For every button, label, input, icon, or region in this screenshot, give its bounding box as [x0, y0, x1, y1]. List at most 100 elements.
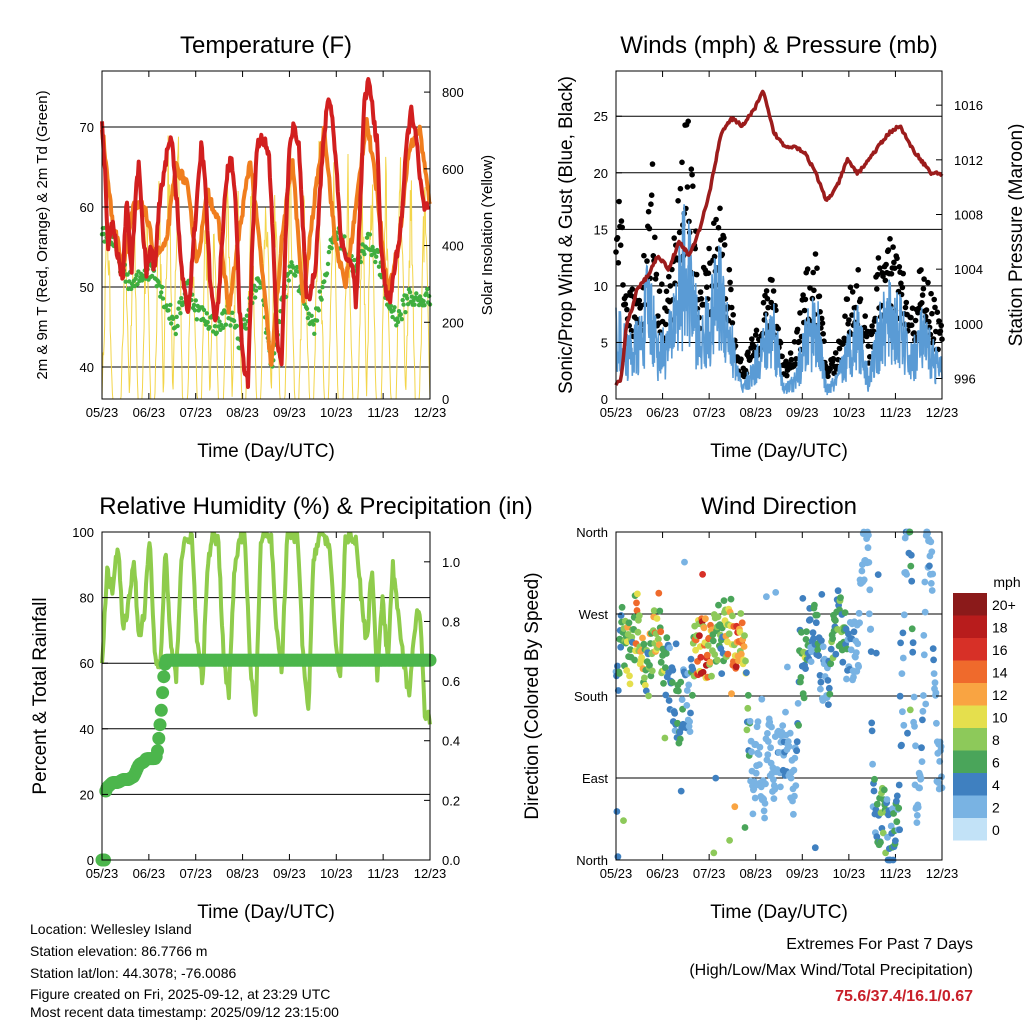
wind-direction-point — [662, 691, 670, 699]
colorbar-label: 6 — [992, 755, 1000, 771]
wind-gust-point — [753, 327, 760, 334]
wind-direction-point — [646, 661, 653, 669]
colorbar-swatch — [953, 683, 987, 706]
wind-direction-point — [920, 651, 928, 659]
wind-direction-point — [749, 810, 757, 818]
dewpoint-point — [293, 273, 298, 278]
wind-direction-point — [856, 619, 863, 627]
wind-direction-point — [906, 706, 914, 714]
wind-direction-point — [657, 658, 665, 666]
wind-direction-point — [825, 684, 833, 692]
direction-y-tick-label: North — [576, 525, 608, 540]
wind-gust-point — [890, 244, 896, 250]
wind-direction-point — [660, 680, 667, 687]
dewpoint-point — [367, 232, 373, 237]
direction-y-tick-label: South — [574, 689, 608, 704]
wind-direction-point — [793, 738, 801, 746]
meta-location: Location: Wellesley Island — [30, 921, 192, 937]
dewpoint-point — [398, 312, 403, 317]
wind-direction-point — [922, 700, 930, 708]
winds-y2label: Station Pressure (Maroon) — [1006, 124, 1024, 347]
wind-direction-point — [877, 839, 884, 846]
wind-gust-point — [636, 297, 643, 304]
wind-direction-point — [852, 649, 860, 656]
wind-gust-point — [675, 198, 681, 204]
wind-direction-point — [634, 628, 642, 636]
wind-gust-point — [784, 372, 790, 379]
wind-direction-point — [762, 780, 769, 788]
humidity-y2-tick-label: 1.0 — [442, 555, 460, 570]
wind-gust-point — [788, 356, 795, 363]
wind-gust-point — [690, 183, 696, 189]
wind-direction-point — [669, 679, 676, 686]
wind-gust-point — [792, 361, 799, 367]
temperature-xlabel: Time (Day/UTC) — [197, 441, 335, 462]
dewpoint-point — [205, 320, 210, 325]
wind-direction-point — [834, 587, 842, 595]
wind-gust-point — [797, 310, 803, 316]
wind-direction-point — [648, 667, 656, 675]
wind-direction-point — [937, 743, 945, 751]
panel-temperature: Temperature (F) 05/23 06/23 07/23 08/23 09/23… — [34, 32, 496, 462]
dewpoint-point — [160, 296, 166, 301]
wind-direction-point — [614, 687, 622, 694]
dewpoint-point — [291, 265, 296, 270]
wind-gust-point — [628, 327, 635, 334]
precipitation-point — [153, 718, 167, 732]
humidity-y-tick-label: 100 — [72, 525, 94, 540]
dewpoint-point — [370, 244, 375, 250]
wind-direction-point — [625, 619, 633, 627]
wind-direction-point — [750, 785, 758, 793]
wind-direction-point — [746, 717, 754, 725]
wind-direction-point — [794, 700, 802, 707]
dewpoint-point — [177, 300, 182, 305]
dewpoint-point — [326, 249, 332, 255]
wind-direction-point — [627, 646, 634, 653]
dewpoint-point — [193, 298, 198, 303]
wind-gust-point — [619, 224, 625, 231]
wind-direction-point — [832, 617, 839, 624]
temperature-x-tick-label: 08/23 — [226, 405, 259, 420]
meta-elevation: Station elevation: 86.7766 m — [30, 943, 208, 959]
wind-direction-point — [661, 734, 669, 742]
meta-created: Figure created on Fri, 2025-09-12, at 23… — [30, 986, 331, 1002]
wind-direction-point — [913, 812, 921, 819]
direction-x-tick-label: 05/23 — [600, 866, 633, 881]
direction-x-tick-label: 07/23 — [693, 866, 726, 881]
wind-direction-point — [865, 531, 872, 539]
wind-direction-point — [764, 751, 772, 759]
wind-gust-point — [689, 171, 695, 178]
wind-direction-point — [730, 658, 737, 665]
wind-direction-point — [771, 785, 779, 793]
wind-gust-point — [911, 330, 917, 336]
wind-direction-point — [930, 670, 938, 677]
wind-direction-point — [744, 691, 752, 699]
dewpoint-point — [252, 295, 258, 300]
wind-direction-point — [671, 710, 679, 717]
wind-direction-point — [807, 658, 815, 665]
dewpoint-point — [168, 302, 173, 308]
temperature-y-tick-label: 40 — [80, 360, 94, 375]
wind-gust-point — [801, 307, 808, 314]
dewpoint-point — [243, 326, 249, 331]
wind-direction-point — [758, 695, 766, 703]
humidity-x-tick-label: 12/23 — [414, 866, 447, 881]
wind-direction-point — [639, 634, 646, 642]
temperature-y2-tick-label: 400 — [442, 239, 464, 254]
wind-direction-point — [686, 728, 694, 735]
wind-gust-point — [618, 218, 625, 224]
wind-direction-point — [738, 619, 746, 627]
wind-direction-point — [676, 735, 684, 743]
winds-y-tick-label: 5 — [601, 335, 608, 350]
wind-direction-point — [817, 685, 824, 693]
wind-direction-point — [809, 629, 817, 637]
wind-direction-point — [787, 774, 795, 782]
wind-gust-point — [926, 324, 933, 331]
wind-direction-point — [798, 628, 805, 636]
wind-direction-point — [896, 826, 903, 834]
wind-direction-point — [699, 571, 706, 578]
wind-direction-point — [910, 693, 918, 701]
temperature-y-tick-label: 50 — [80, 280, 94, 295]
wind-direction-point — [763, 593, 770, 601]
wind-gust-point — [908, 314, 914, 321]
